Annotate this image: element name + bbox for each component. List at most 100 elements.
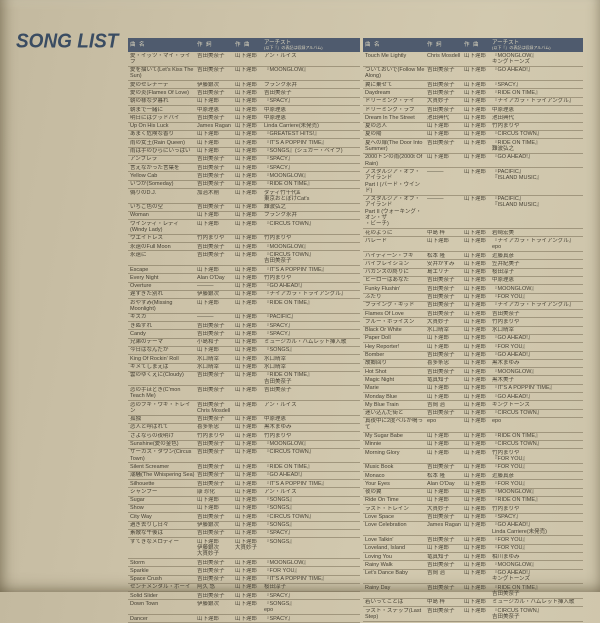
table-row: Yellow Cab 吉田美奈子 山下達郎 『MOONGLOW』: [128, 172, 360, 181]
composer-cell: 山下達郎: [235, 480, 258, 487]
artist-cell: 『SONGS』: [264, 505, 295, 512]
lyricist-cell: 吉田美奈子: [197, 592, 225, 599]
table-row: Woman 山下達郎 山下達郎 フランク永井: [128, 212, 360, 221]
lyricist-cell: 山下達郎: [427, 123, 450, 130]
table-row: 夏の恋人 山下達郎 山下達郎 竹内まりや: [363, 123, 583, 131]
table-row: ヒーローはあなた 吉田美奈子 山下達郎 中原理恵: [363, 277, 583, 286]
composer-cell: 山下達郎: [464, 522, 487, 529]
artist-cell: フランク永井: [264, 212, 298, 219]
composer-cell: 山下達郎: [464, 449, 487, 456]
composer-cell: 山下達郎: [464, 553, 487, 560]
song-title-cell: Ride On Time: [365, 497, 399, 504]
table-row: Hey Reporter! 山下達郎 山下達郎 『FOR YOU』: [363, 343, 583, 352]
song-title-cell: My Blue Train: [365, 401, 399, 408]
composer-cell: 山下達郎: [464, 480, 487, 487]
table-row: さよならの夜明け 竹内まりや 山下達郎 竹内まりや: [128, 432, 360, 441]
lyricist-cell: 山下達郎: [197, 98, 220, 105]
song-title-cell: Your Eyes: [365, 480, 390, 487]
table-row: 故郷回り 喜多条忠 山下達郎 黒木まゆみ: [363, 360, 583, 369]
composer-cell: 山下達郎: [464, 327, 487, 334]
artist-cell: ミュージカル・ハムレット挿入歌: [264, 339, 347, 346]
lyricist-cell: 吉田美奈子: [197, 156, 225, 163]
lyricist-cell: 水口晴幸: [197, 364, 220, 371]
artist-cell: 『SONGS』: [264, 522, 295, 529]
song-title-cell: Candy: [130, 330, 146, 337]
composer-cell: 山下達郎: [235, 330, 258, 337]
table-row: 夏への扉(The Door Into Summer) 吉田美奈子 山下達郎 『RIDE…: [363, 139, 583, 154]
lyricist-cell: 松本 隆: [427, 472, 446, 479]
artist-cell: 『IT'S A POPPIN' TIME』: [264, 139, 328, 146]
artist-cell: 『GO AHEAD!』 キングトーンズ: [492, 570, 534, 583]
composer-cell: 山下達郎: [235, 386, 258, 393]
lyricist-cell: 喜多条忠: [427, 360, 450, 367]
table-row: Down Town 伊藤銀次 山下達郎 『SONGS』 epo: [128, 600, 360, 616]
table-row: Magic Night 竜真知子 山下達郎 黒木美子: [363, 376, 583, 385]
table-row: Escape 山下達郎 山下達郎 『IT'S A POPPIN' TIME』: [128, 266, 360, 275]
song-title-cell: 朝の様な夕暮れ: [130, 98, 169, 105]
table-row: 雨の女王(Rain Queen) 山下達郎 山下達郎 『IT'S A POPPIN' …: [128, 139, 360, 148]
table-row: ブルー・ホライズン 大貫妙子 山下達郎 竹内まりや: [363, 318, 583, 327]
lyricist-cell: 山下達郎: [197, 131, 220, 138]
composer-cell: 山下達郎: [235, 600, 258, 607]
lyricist-cell: James Ragan: [197, 123, 231, 130]
song-title-cell: ついておいで(Follow Me Along): [365, 67, 425, 80]
song-title-cell: Dream In The Street: [365, 114, 415, 121]
lyricist-cell: epo: [427, 418, 437, 425]
song-title-cell: City Way: [130, 513, 152, 520]
song-title-cell: きぬずれ: [130, 322, 153, 329]
lyricist-cell: 大貫妙子: [427, 318, 450, 325]
composer-cell: 山下達郎: [235, 463, 258, 470]
artist-cell: 『GO AHEAD!』 Linda Carriere(未発売): [492, 522, 548, 535]
lyricist-cell: 吉田美奈子: [427, 139, 455, 146]
song-title-cell: 花のように: [365, 229, 393, 236]
composer-cell: 山下達郎: [235, 274, 258, 281]
song-title-cell: Silhouette: [130, 480, 155, 487]
composer-cell: 山下達郎: [464, 545, 487, 552]
lyricist-cell: 中原理恵: [197, 106, 220, 113]
song-title-cell: 過ぎ去りし日々: [130, 522, 169, 529]
composer-cell: 山下達郎: [235, 314, 258, 321]
lyricist-cell: 吉田美奈子: [197, 576, 225, 583]
table-row: キスカ ――― 山下達郎 『PACIFIC』: [128, 314, 360, 323]
lyricist-cell: 吉田美奈子: [197, 330, 225, 337]
table-row: 真夜中に2度ベルが鳴って epo 山下達郎 epo: [363, 418, 583, 433]
song-title-cell: 言えなかった言葉を: [130, 164, 180, 171]
table-row: Marie 山下達郎 山下達郎 『IT'S A POPPIN' TIME』: [363, 385, 583, 394]
composer-cell: 山下達郎: [235, 220, 258, 227]
artist-cell: 『GO AHEAD!』: [492, 67, 534, 74]
composer-cell: 山下達郎: [235, 339, 258, 346]
song-title-cell: Space Crush: [130, 576, 162, 583]
artist-cell: 中原理恵: [492, 106, 515, 113]
composer-cell: 山下達郎: [464, 260, 487, 267]
artist-cell: 中原理恵: [264, 416, 287, 423]
table-row: 花のように 中島 梓 山下達郎 岩崎宏美: [363, 229, 583, 238]
song-title-cell: Let's Dance Baby: [365, 570, 408, 577]
lyricist-cell: 山下達郎: [427, 489, 450, 496]
lyricist-cell: 吉田美奈子: [427, 310, 455, 317]
song-title-cell: 永遠に: [130, 251, 147, 258]
artist-cell: 『FOR YOU』: [264, 567, 300, 574]
lyricist-cell: 吉田美奈子: [197, 372, 225, 379]
song-title-cell: Paper Doll: [365, 335, 391, 342]
composer-cell: 山下達郎: [464, 561, 487, 568]
song-title-cell: Hey Reporter!: [365, 343, 400, 350]
table-row: ドリーミング・デイ 大貫妙子 山下達郎 『ナイアガラ・トライアングル』: [363, 98, 583, 107]
table-row: 潮騒(The Whispering Sea) 吉田美奈子 山下達郎 『GO AHEAD…: [128, 472, 360, 481]
artist-cell: 『RIDE ON TIME』: [492, 497, 541, 504]
song-title-cell: ブルー・ホライズン: [365, 318, 415, 325]
lyricist-cell: 吉田美奈子: [427, 81, 455, 88]
song-title-cell: 2000トンの雨(2000t Of Rain): [365, 154, 423, 167]
table-row: Funky Flushin' 吉田美奈子 山下達郎 『MOONGLOW』: [363, 285, 583, 294]
lyricist-cell: 大貫妙子: [427, 98, 450, 105]
table-row: 夏の陽 山下達郎 山下達郎 『CIRCUS TOWN』: [363, 131, 583, 140]
artist-cell: キングトーンズ: [492, 401, 530, 408]
table-row: Show 山下達郎 山下達郎 『SONGS』: [128, 505, 360, 514]
composer-cell: 山下達郎: [464, 497, 487, 504]
composer-cell: 山下達郎: [235, 530, 258, 537]
song-title-cell: 雨の女王(Rain Queen): [130, 139, 186, 146]
lyricist-cell: 山下達郎: [197, 497, 220, 504]
table-row: Silent Screamer 吉田美奈子 山下達郎 『RIDE ON TIME』: [128, 463, 360, 472]
song-title-cell: My Sugar Babe: [365, 433, 403, 440]
artist-cell: 『RIDE ON TIME』: [264, 181, 313, 188]
song-title-cell: いちご色の空: [130, 204, 164, 211]
